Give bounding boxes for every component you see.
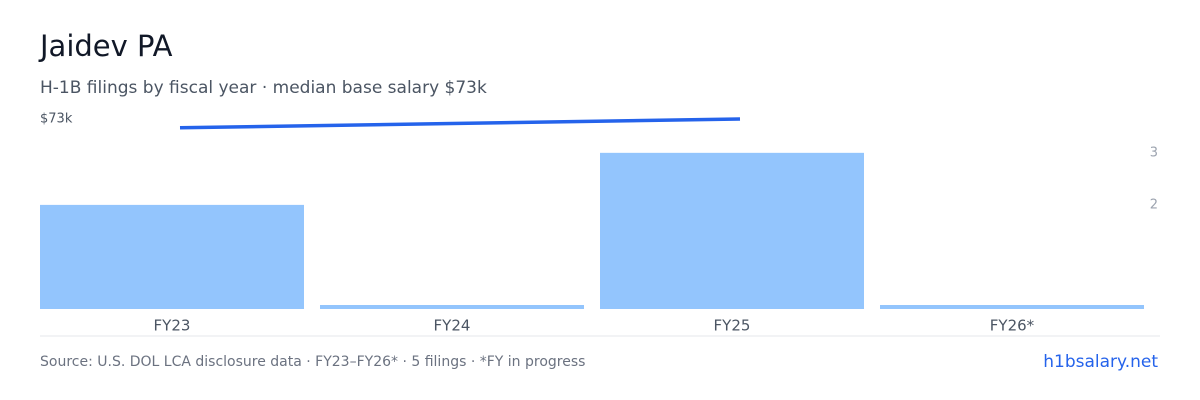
bar (40, 204, 304, 309)
bar (880, 305, 1144, 309)
x-tick-label: FY26* (990, 317, 1035, 335)
source-note: Source: U.S. DOL LCA disclosure data · F… (40, 354, 585, 370)
x-tick-label: FY23 (154, 317, 191, 335)
bar (600, 152, 864, 309)
x-tick-label: FY24 (434, 317, 471, 335)
salary-line (179, 117, 741, 130)
chart-subtitle: H-1B filings by fiscal year · median bas… (40, 78, 487, 98)
chart-title: Jaidev PA (38, 29, 173, 63)
y2-tick-label: 2 (1150, 197, 1158, 212)
brand-link[interactable]: h1bsalary.net (1043, 352, 1158, 372)
y-tick-label: $73k (40, 112, 73, 127)
x-tick-label: FY25 (714, 317, 751, 335)
y2-tick-label: 3 (1150, 145, 1158, 160)
bar (320, 305, 584, 309)
